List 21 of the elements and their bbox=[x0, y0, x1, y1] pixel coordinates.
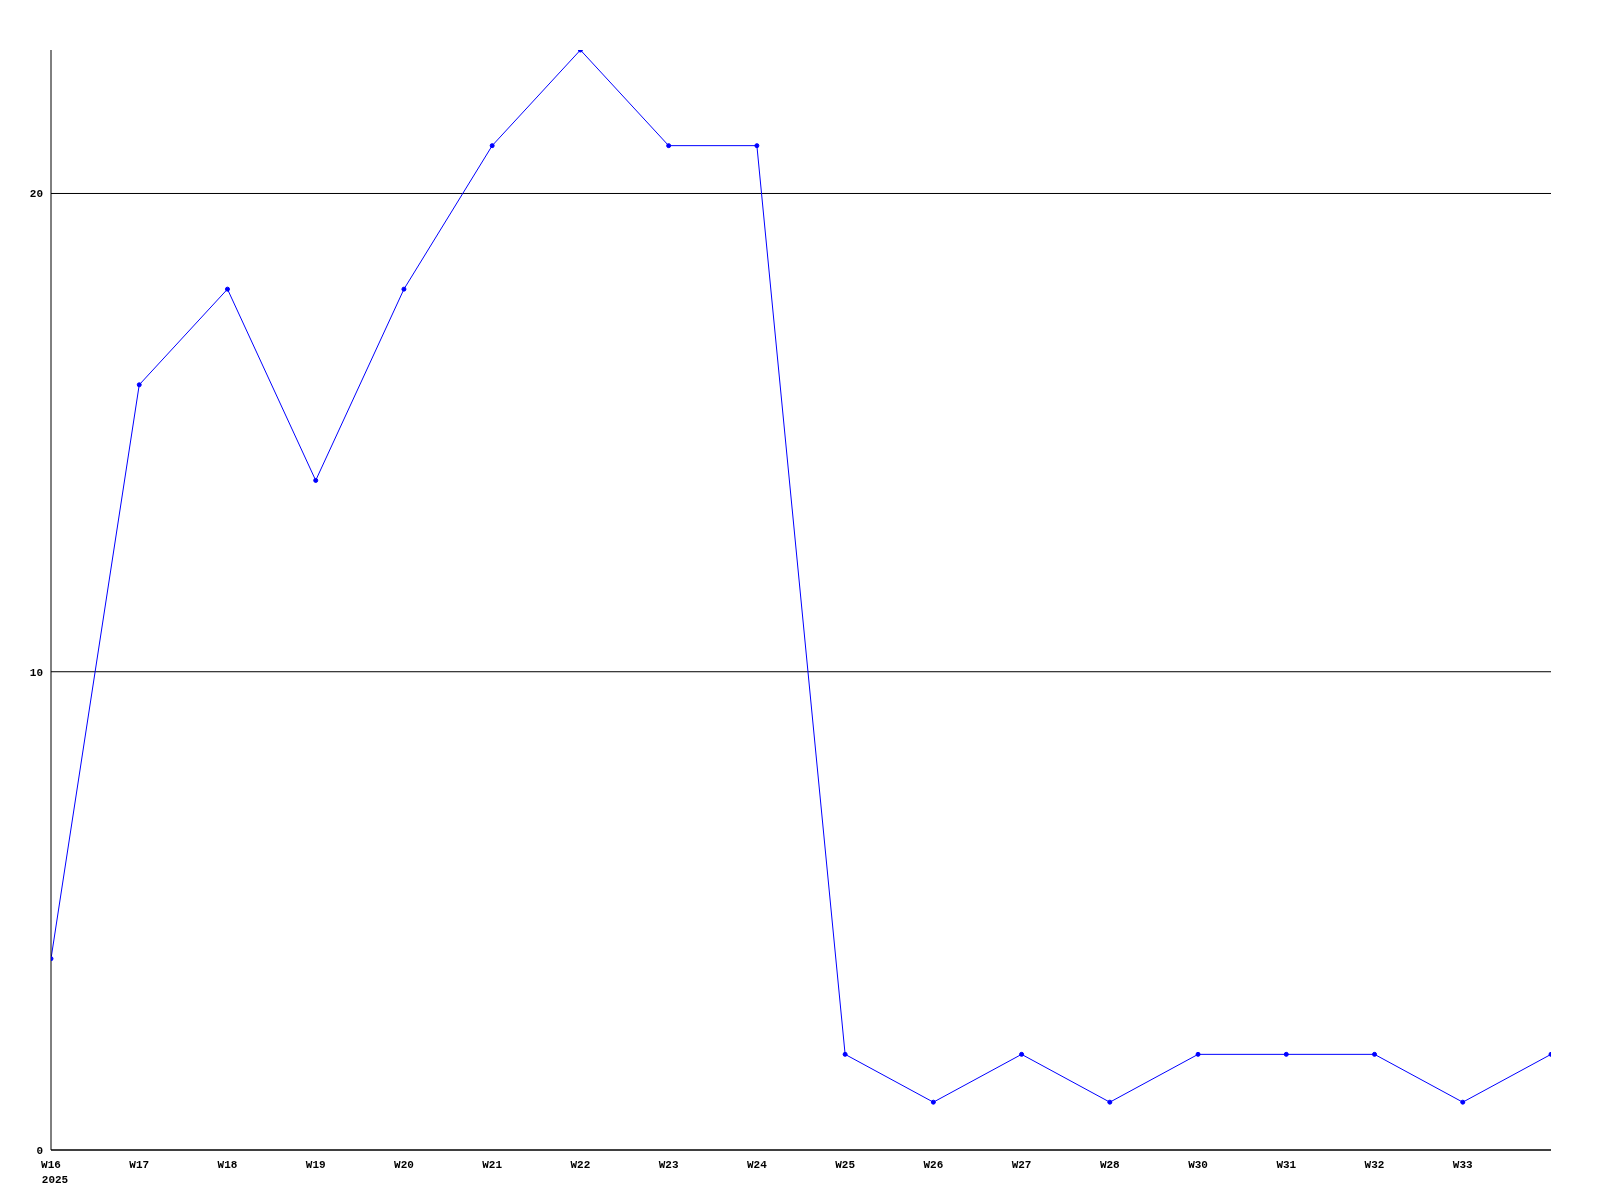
x-tick-label: W21 bbox=[482, 1159, 503, 1171]
x-tick-label: W25 bbox=[835, 1159, 856, 1171]
x-tick-label: W20 bbox=[394, 1159, 414, 1171]
x-tick-label: W28 bbox=[1099, 1159, 1121, 1171]
x-tick-label: W24 bbox=[746, 1159, 768, 1171]
y-tick-label: 20 bbox=[29, 188, 43, 201]
x-tick-label: W19 bbox=[305, 1159, 326, 1171]
x-tick-label: W18 bbox=[217, 1159, 238, 1171]
x-tick-label: W33 bbox=[1452, 1159, 1474, 1171]
x-tick-label: W26 bbox=[923, 1159, 944, 1171]
text: 2025 bbox=[41, 1174, 69, 1186]
x-tick-label: W16 bbox=[41, 1159, 61, 1171]
x-tick-label: W27 bbox=[1011, 1159, 1032, 1171]
x-tick-label: W23 bbox=[658, 1159, 679, 1171]
y-tick-label: 0 bbox=[36, 1144, 43, 1157]
x-tick-label: W32 bbox=[1364, 1159, 1385, 1171]
x-tick-label: W31 bbox=[1276, 1159, 1297, 1171]
x-tick-label: W17 bbox=[129, 1159, 150, 1171]
y-tick-label: 10 bbox=[29, 666, 43, 679]
x-tick-label: W22 bbox=[570, 1159, 591, 1171]
x-tick-label: W30 bbox=[1188, 1159, 1208, 1171]
